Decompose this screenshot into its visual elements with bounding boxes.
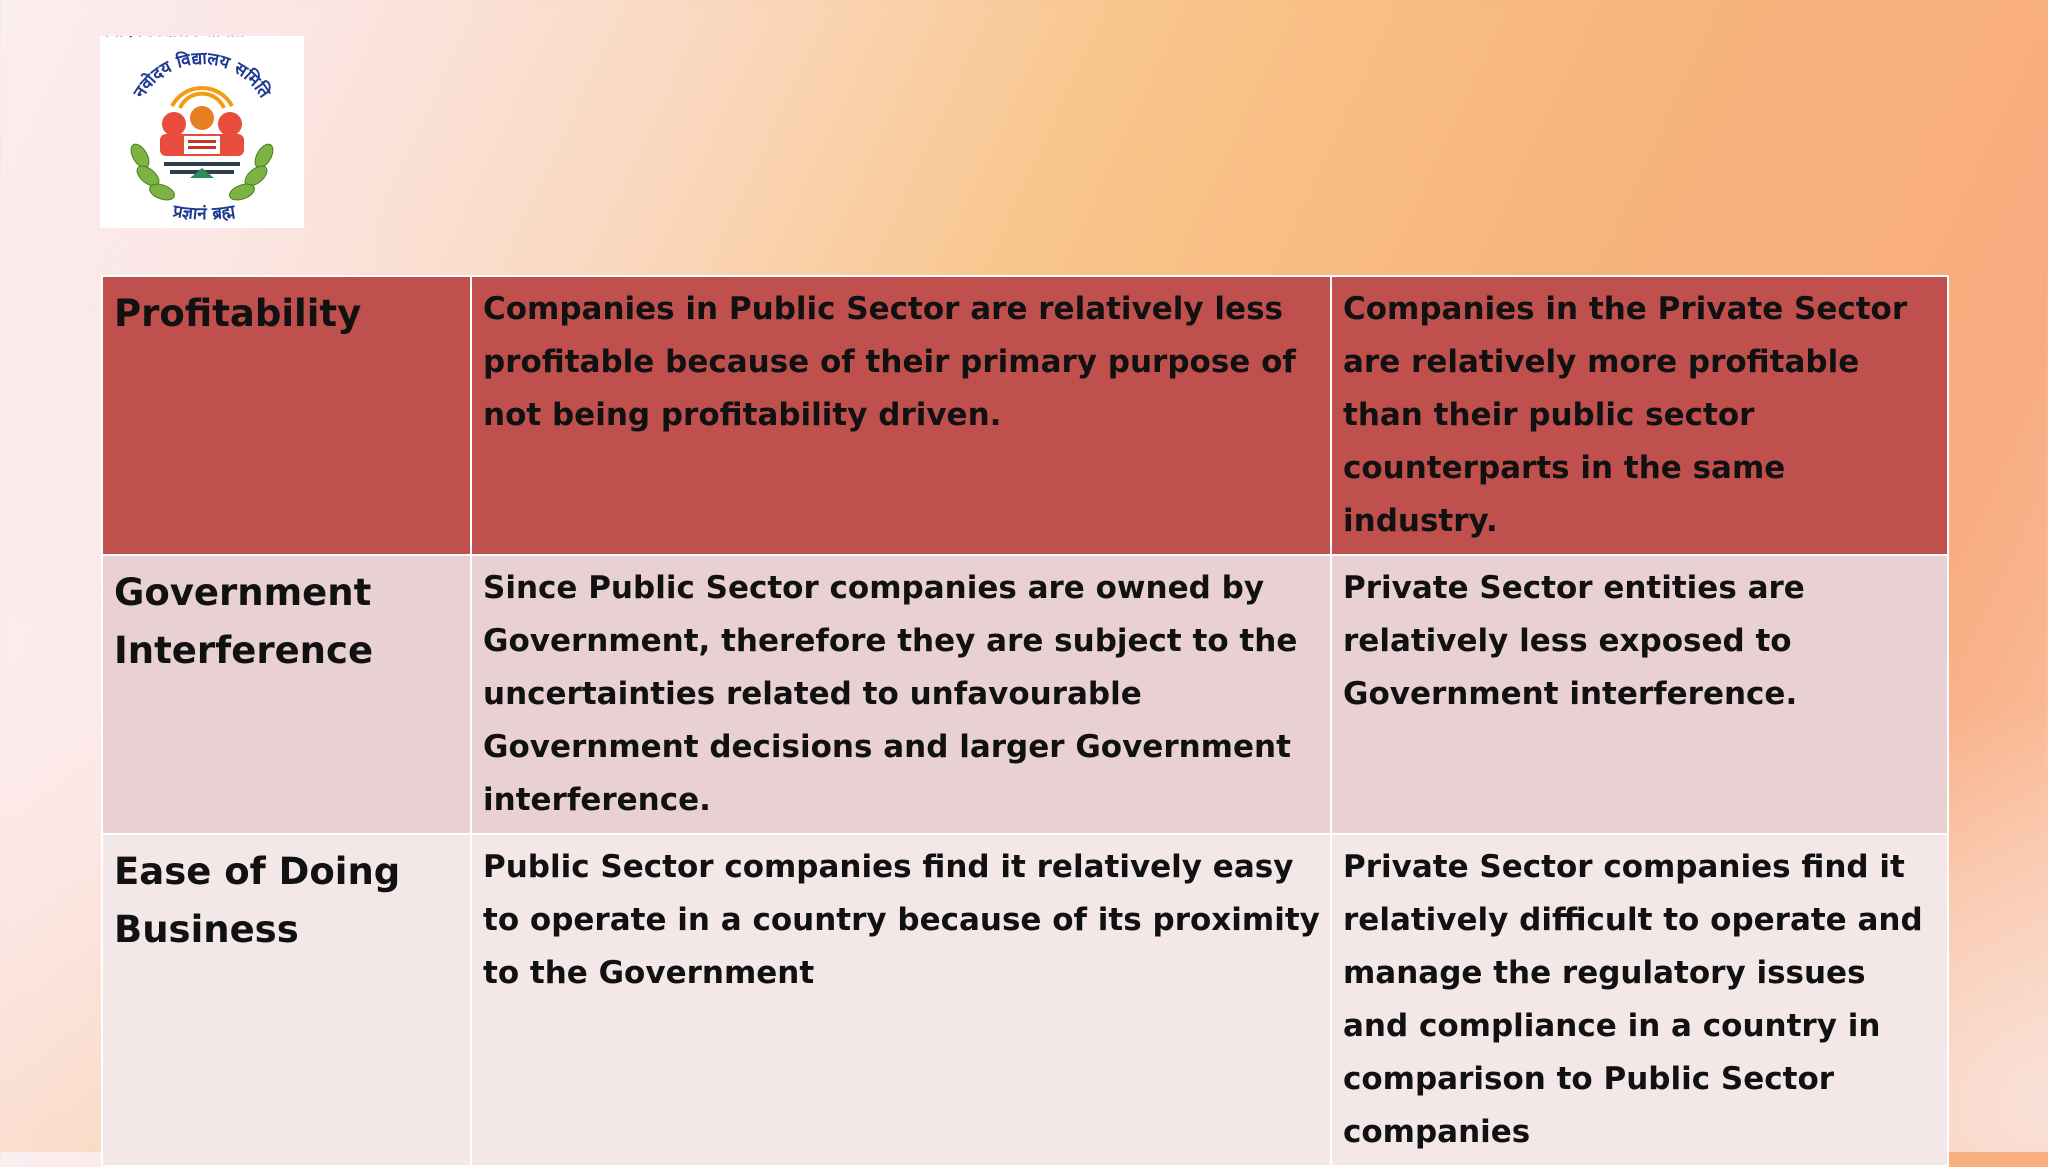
sector-comparison-table: Profitability Companies in Public Sector…: [101, 275, 1949, 1167]
private-sector-cell: Companies in the Private Sector are rela…: [1330, 275, 1949, 556]
navodaya-emblem-logo: नवोदय विद्यालय समिति नवोदय विद्यालय समित…: [100, 36, 304, 228]
platform-icon: [164, 162, 240, 178]
emblem-bottom-text: प्रज्ञानं ब्रह्म: [170, 201, 237, 224]
private-sector-cell: Private Sector companies find it relativ…: [1330, 833, 1949, 1167]
private-sector-cell: Private Sector entities are relatively l…: [1330, 554, 1949, 835]
laurel-wreath-icon: [130, 143, 274, 201]
table-row-profitability: Profitability Companies in Public Sector…: [101, 275, 1949, 556]
table-row-government-interference: Government Interference Since Public Sec…: [101, 554, 1949, 835]
students-icon: [160, 106, 244, 156]
public-sector-cell: Companies in Public Sector are relativel…: [470, 275, 1332, 556]
sun-rays-icon: [170, 86, 234, 109]
row-label-cell: Ease of Doing Business: [101, 833, 472, 1167]
emblem-icon: नवोदय विद्यालय समिति नवोदय विद्यालय समित…: [100, 36, 276, 224]
public-sector-cell: Public Sector companies find it relative…: [470, 833, 1332, 1167]
public-sector-cell: Since Public Sector companies are owned …: [470, 554, 1332, 835]
row-label-cell: Government Interference: [101, 554, 472, 835]
row-label-cell: Profitability: [101, 275, 472, 556]
table-row-ease-of-doing-business: Ease of Doing Business Public Sector com…: [101, 833, 1949, 1167]
emblem-top-text: नवोदय विद्यालय समिति: [100, 36, 246, 41]
svg-text:प्रज्ञानं ब्रह्म: प्रज्ञानं ब्रह्म: [170, 201, 237, 224]
